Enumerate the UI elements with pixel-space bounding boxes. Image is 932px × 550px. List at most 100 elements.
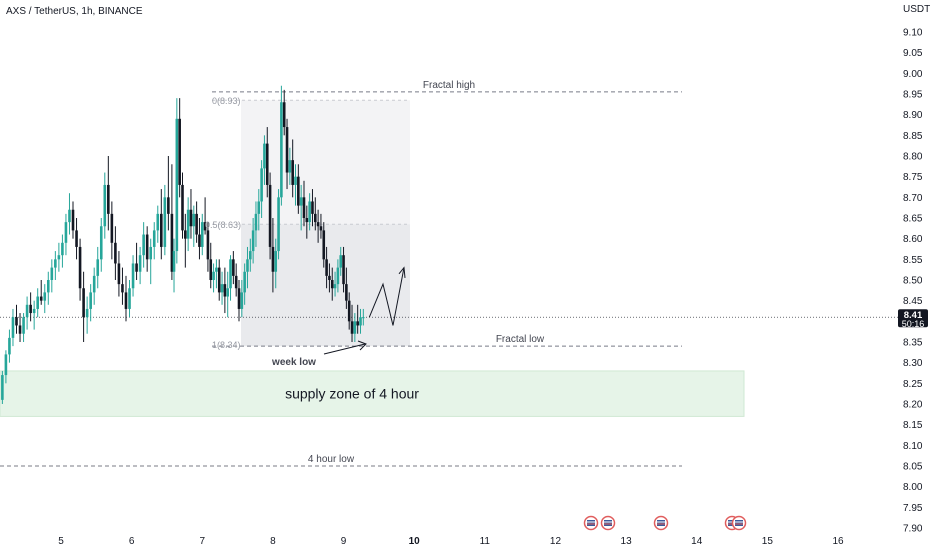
event-flags[interactable] [583,515,747,531]
candle-body [1,375,4,400]
candle-body [209,259,213,280]
candle [359,308,362,334]
candle [175,98,179,264]
candle-body [75,230,78,247]
candle [200,213,204,256]
candle [305,205,309,239]
fib-level-1-label: 1(8.34) [212,340,241,350]
candle [64,213,68,256]
candle-body [178,118,181,185]
candle [322,222,326,268]
candle [178,98,181,198]
candle-body [124,292,128,309]
candle-body [61,242,64,256]
candle-body [333,284,337,289]
candle [82,271,85,342]
candles-layer [1,85,365,404]
candle [135,242,138,280]
candle [198,218,201,260]
candle-body [121,284,124,293]
candle [226,271,230,318]
price-tick-label: 8.25 [903,379,923,390]
candle-body [170,213,174,272]
candle [274,238,278,289]
candle [131,255,135,297]
candle [8,329,11,363]
candle-body [18,325,22,334]
us-flag-icon[interactable] [653,515,669,531]
candle-body [263,143,266,169]
candle [181,172,184,239]
candle [152,222,156,260]
time-tick-label: 8 [270,536,276,547]
candle-body [260,168,263,202]
price-tick-label: 8.50 [903,276,923,287]
week-low-arrow [323,343,366,355]
four-hour-low-label: 4 hour low [308,454,355,465]
us-flag-icon[interactable] [731,515,747,531]
us-flag-icon[interactable] [600,515,616,531]
price-tick-label: 8.15 [903,420,923,431]
candle-body [350,321,354,334]
candle-body [308,201,311,223]
candle-body [8,337,11,355]
candle [333,271,337,297]
fib-zone-lower [241,224,410,347]
candle [206,222,210,272]
price-tick-label: 8.05 [903,462,923,473]
candle [36,288,39,318]
candle [114,226,117,280]
candle [302,180,306,227]
candle [362,308,365,326]
candle-body [96,259,100,276]
candle [308,193,311,231]
candle [184,213,187,268]
price-tick-label: 8.70 [903,193,923,204]
candle [128,280,131,318]
candle-body [249,251,252,260]
candle-body [234,275,238,289]
candle-body [82,288,85,318]
candle-body [46,280,50,293]
candle-body [328,275,331,280]
candle-body [103,184,107,227]
candle [229,255,232,301]
annotation-layer [0,91,898,467]
candle [71,201,75,239]
candle-body [342,255,345,285]
candle-body [131,263,135,289]
candle [263,135,266,185]
candle [78,238,82,301]
candle-body [200,222,204,247]
price-tick-label: 8.80 [903,152,923,163]
candle [172,238,176,293]
candle-body [336,267,340,285]
candle-body [305,218,309,223]
candle-body [192,213,196,227]
candle [170,164,174,280]
candle-body [172,251,176,272]
candle-body [232,259,235,276]
us-flag-icon[interactable] [583,515,599,531]
last-price-countdown: 50:16 [902,319,925,329]
candle-body [167,197,170,214]
price-axis[interactable]: 9.10 9.05 9.00 8.95 8.90 8.85 8.80 8.75 8.70 8.65… [903,28,923,535]
candle [54,251,57,280]
candle [145,226,149,272]
price-tick-label: 8.35 [903,338,923,349]
candle [271,218,275,293]
candle-body [220,284,224,293]
candle-body [117,263,121,285]
candle-body [319,226,323,231]
time-tick-label: 12 [550,536,562,547]
candle [29,292,32,322]
candle-body [226,288,230,297]
candle-body [39,296,43,301]
candle-body [85,308,89,318]
candle [85,296,89,334]
time-axis[interactable]: 5 6 7 8 9 10 11 12 13 14 15 16 [58,536,844,547]
candle [189,189,193,239]
time-tick-label: 14 [691,536,703,547]
time-tick-label: 9 [341,536,347,547]
